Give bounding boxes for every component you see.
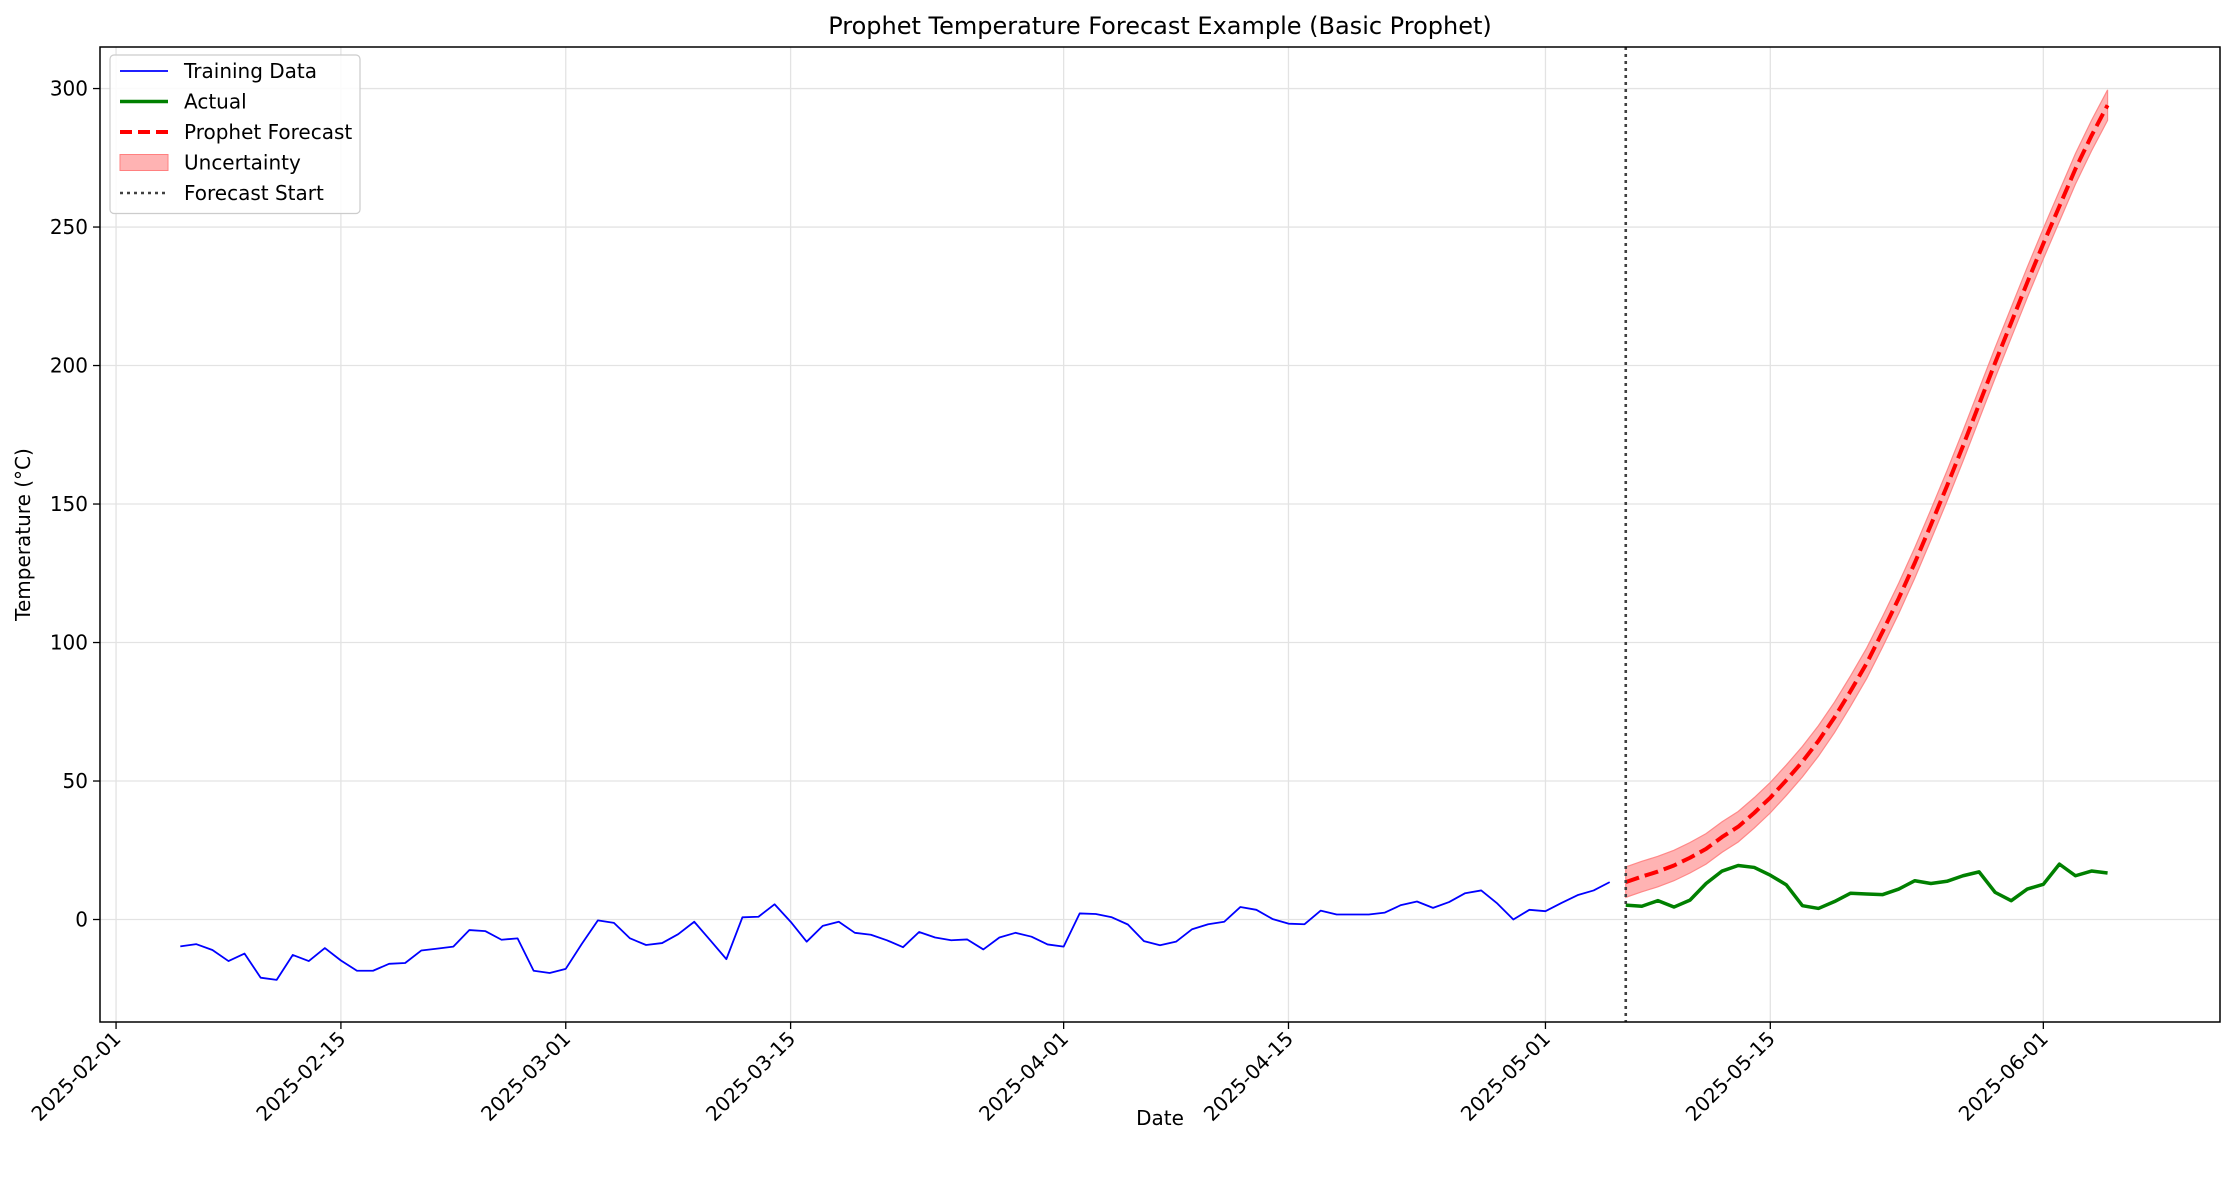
legend-swatch-uncertainty xyxy=(119,154,169,171)
series-line-training-data xyxy=(180,881,1611,981)
chart-title: Prophet Temperature Forecast Example (Ba… xyxy=(828,12,1492,40)
uncertainty-band xyxy=(1625,89,2109,899)
y-axis-label: Temperature (°C) xyxy=(11,448,35,622)
y-axis-ticks: 0 50 100 150 200 250 300 xyxy=(50,77,100,932)
series-layer xyxy=(180,104,2110,981)
series-line-actual xyxy=(1625,862,2108,911)
y-tick-label: 200 xyxy=(50,354,88,378)
y-tick-label: 0 xyxy=(75,908,88,932)
legend-label: Prophet Forecast xyxy=(184,120,352,144)
legend-label: Training Data xyxy=(183,59,317,83)
y-tick-label: 300 xyxy=(50,77,88,101)
y-tick-label: 50 xyxy=(63,769,88,793)
series-line-prophet-forecast xyxy=(1625,104,2110,885)
x-axis-label: Date xyxy=(1136,1106,1184,1130)
plot-area-frame xyxy=(99,46,2221,1023)
y-tick-label: 250 xyxy=(50,215,88,239)
y-tick-label: 100 xyxy=(50,631,88,655)
legend-label: Uncertainty xyxy=(184,151,301,175)
legend-label: Forecast Start xyxy=(184,181,324,205)
legend-box xyxy=(109,54,361,215)
legend-label: Actual xyxy=(184,90,247,114)
uncertainty-band-layer xyxy=(1625,89,2109,899)
legend: Training Data Actual Prophet Forecast Uncer… xyxy=(109,54,361,215)
y-tick-label: 150 xyxy=(50,492,88,516)
